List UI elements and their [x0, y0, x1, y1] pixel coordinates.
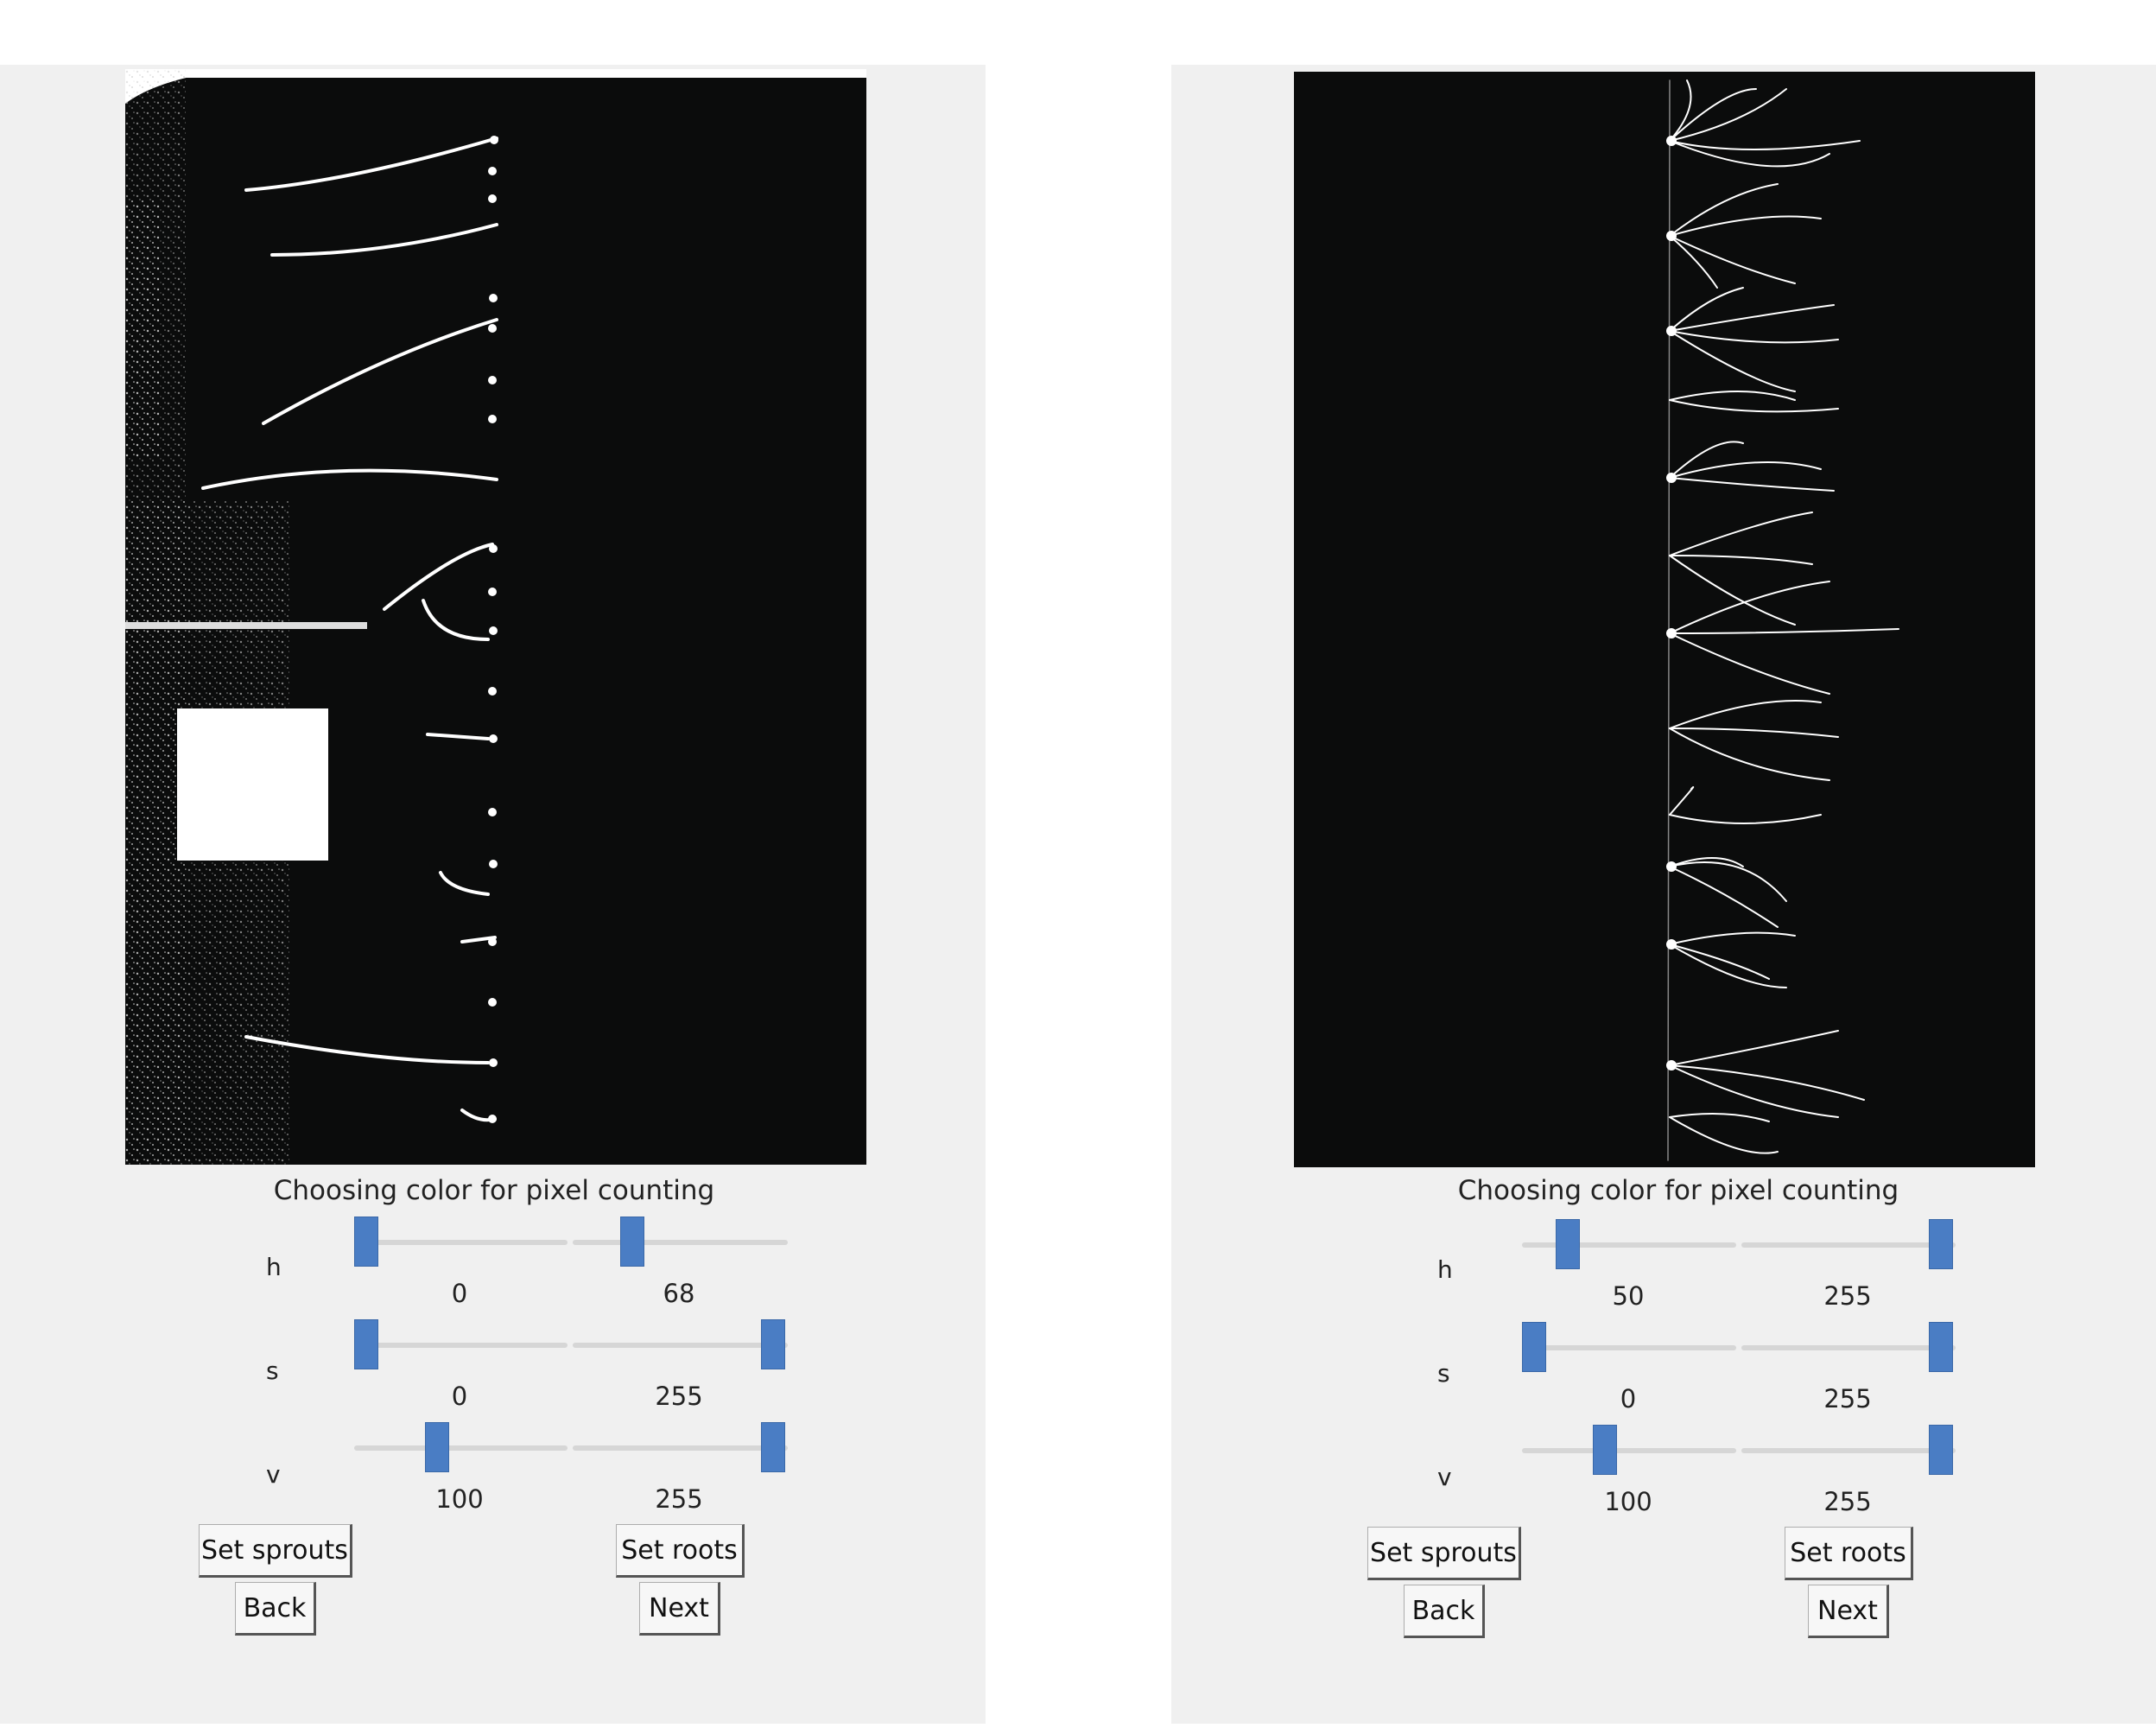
caption: Choosing color for pixel counting: [273, 1175, 715, 1206]
h-high-value: 255: [1823, 1281, 1872, 1311]
v-high-value: 255: [655, 1484, 703, 1514]
h-high-track[interactable]: [573, 1240, 788, 1245]
sprouts-threshold-image: [125, 69, 866, 1165]
s-low-value: 0: [1620, 1384, 1637, 1414]
h-label: h: [1437, 1255, 1453, 1284]
set-sprouts-button[interactable]: Set sprouts: [1367, 1527, 1521, 1580]
h-low-track[interactable]: [354, 1240, 568, 1245]
v-low-thumb[interactable]: [425, 1422, 449, 1472]
caption: Choosing color for pixel counting: [1457, 1175, 1899, 1206]
h-high-thumb[interactable]: [620, 1217, 644, 1267]
set-roots-button[interactable]: Set roots: [1785, 1527, 1913, 1580]
roots-mask-drawing: [1294, 72, 2035, 1167]
v-low-track[interactable]: [354, 1445, 568, 1451]
back-button[interactable]: Back: [1404, 1585, 1485, 1638]
h-label: h: [266, 1253, 282, 1281]
s-high-thumb[interactable]: [761, 1319, 785, 1369]
s-low-value: 0: [451, 1382, 468, 1411]
h-low-thumb[interactable]: [354, 1217, 378, 1267]
set-sprouts-button[interactable]: Set sprouts: [199, 1524, 352, 1578]
s-low-track[interactable]: [354, 1343, 568, 1348]
s-high-track[interactable]: [573, 1343, 788, 1348]
h-high-thumb[interactable]: [1929, 1219, 1953, 1269]
s-label: s: [266, 1356, 279, 1385]
h-low-value: 0: [451, 1279, 468, 1308]
h-low-track[interactable]: [1522, 1242, 1736, 1248]
v-high-thumb[interactable]: [1929, 1425, 1953, 1475]
set-roots-button[interactable]: Set roots: [616, 1524, 745, 1578]
h-low-value: 50: [1612, 1281, 1645, 1311]
s-high-value: 255: [655, 1382, 703, 1411]
v-low-thumb[interactable]: [1593, 1425, 1617, 1475]
back-button[interactable]: Back: [235, 1582, 316, 1636]
h-low-thumb[interactable]: [1556, 1219, 1580, 1269]
h-high-value: 68: [663, 1279, 695, 1308]
s-label: s: [1437, 1359, 1450, 1388]
v-label: v: [1437, 1463, 1452, 1491]
s-high-value: 255: [1823, 1384, 1872, 1414]
left-panel: Choosing color for pixel counting h 0 68…: [0, 65, 986, 1724]
right-panel: Choosing color for pixel counting h 50 2…: [1171, 65, 2156, 1724]
s-low-track[interactable]: [1522, 1345, 1736, 1350]
s-high-thumb[interactable]: [1929, 1322, 1953, 1372]
next-button[interactable]: Next: [639, 1582, 720, 1636]
s-low-thumb[interactable]: [354, 1319, 378, 1369]
v-low-track[interactable]: [1522, 1448, 1736, 1453]
v-low-value: 100: [1604, 1487, 1652, 1516]
s-high-track[interactable]: [1741, 1345, 1956, 1350]
roots-threshold-image: [1294, 72, 2035, 1167]
h-high-track[interactable]: [1741, 1242, 1956, 1248]
v-label: v: [266, 1460, 281, 1489]
next-button[interactable]: Next: [1808, 1585, 1889, 1638]
v-high-value: 255: [1823, 1487, 1872, 1516]
v-high-track[interactable]: [1741, 1448, 1956, 1453]
v-high-track[interactable]: [573, 1445, 788, 1451]
v-low-value: 100: [435, 1484, 484, 1514]
sprouts-mask-drawing: [125, 69, 866, 1165]
s-low-thumb[interactable]: [1522, 1322, 1546, 1372]
v-high-thumb[interactable]: [761, 1422, 785, 1472]
